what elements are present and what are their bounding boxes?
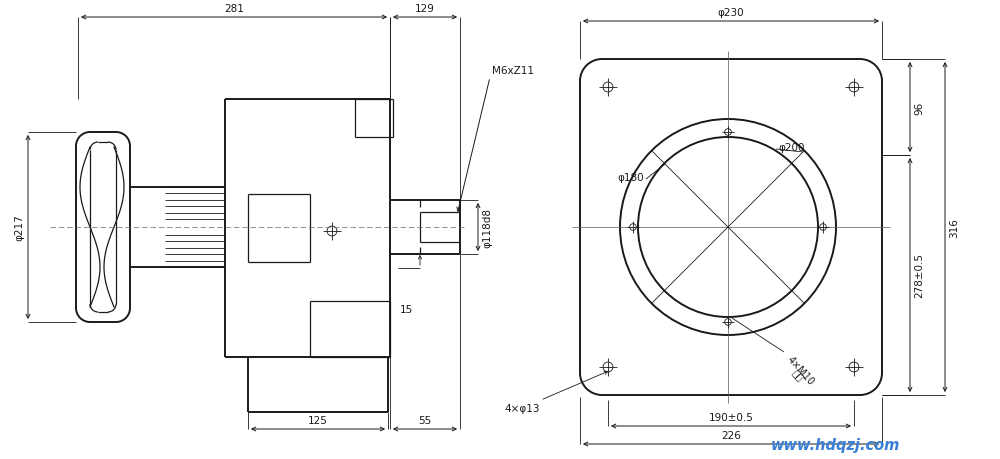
Text: 190±0.5: 190±0.5: [709, 412, 753, 422]
Text: 55: 55: [418, 415, 432, 425]
Text: 278±0.5: 278±0.5: [914, 253, 924, 298]
Text: 281: 281: [224, 4, 244, 14]
Text: φ230: φ230: [718, 8, 744, 18]
Text: 226: 226: [721, 430, 741, 440]
Text: 4×M10: 4×M10: [785, 354, 816, 387]
Text: φ200: φ200: [778, 143, 804, 153]
Text: 316: 316: [949, 218, 959, 237]
Text: 15: 15: [400, 304, 413, 314]
Text: M6xZ11: M6xZ11: [492, 66, 534, 76]
Text: φ180: φ180: [617, 173, 644, 183]
Text: φ217: φ217: [14, 214, 24, 241]
Text: φ118d8: φ118d8: [482, 207, 492, 247]
Text: www.hdqzj.com: www.hdqzj.com: [770, 437, 900, 452]
Text: 96: 96: [914, 101, 924, 114]
Text: 125: 125: [308, 415, 328, 425]
Text: 129: 129: [415, 4, 435, 14]
Text: 均布: 均布: [790, 366, 805, 381]
Text: 4×φ13: 4×φ13: [505, 371, 608, 413]
